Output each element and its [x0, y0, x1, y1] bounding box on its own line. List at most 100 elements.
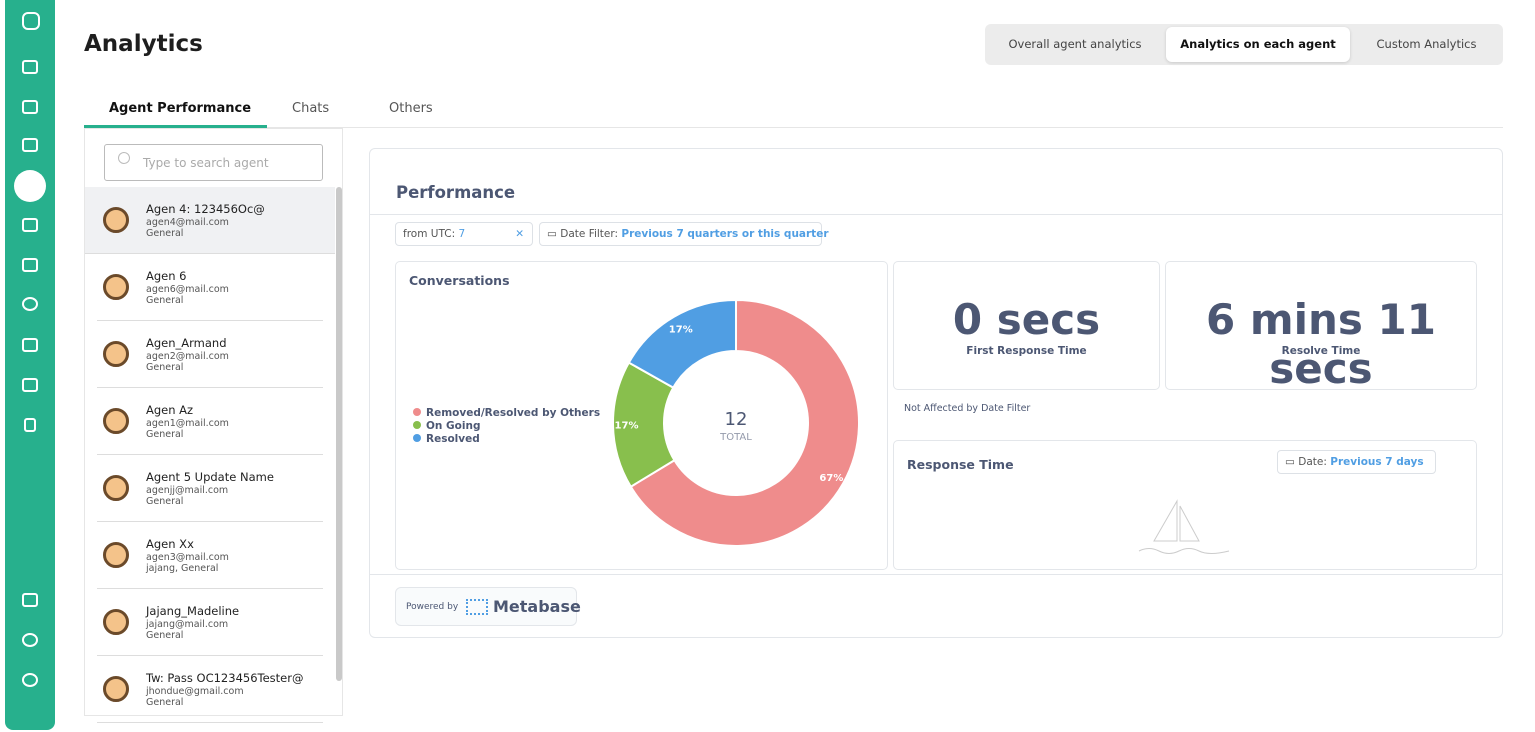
nav-icon[interactable] [22, 673, 38, 687]
nav-icon[interactable] [22, 258, 38, 272]
agent-avatar [103, 542, 129, 568]
legend-label: Resolved [426, 433, 480, 445]
subtab[interactable]: Others [389, 101, 433, 116]
agent-name: Agent 5 Update Name [146, 470, 274, 484]
subtab-underline [84, 125, 267, 128]
sidebar [5, 0, 55, 730]
agent-meta: jhondue@gmail.com General [146, 686, 244, 708]
nav-icon[interactable] [22, 593, 38, 607]
agent-item[interactable]: Jajang_Madeline jajang@mail.com General [97, 589, 323, 656]
tab[interactable]: Overall agent analytics [1008, 37, 1142, 51]
agent-avatar [103, 408, 129, 434]
agent-list [84, 128, 343, 716]
agent-meta: agen6@mail.com General [146, 284, 229, 306]
agent-name: Agen 6 [146, 269, 187, 283]
filter[interactable]: ▭ Date: Previous 7 days [1277, 450, 1436, 474]
subtab-active[interactable]: Agent Performance [109, 101, 252, 116]
filter-label: Date Filter: [560, 228, 619, 240]
filter-label: Date: [1298, 456, 1327, 468]
agent-meta: agenjj@mail.com General [146, 485, 228, 507]
tab[interactable]: Custom Analytics [1376, 37, 1477, 51]
legend-label: Removed/Resolved by Others [426, 407, 600, 419]
donut-chart: 67% Removed/Resolved by Others 17% On Going… [413, 298, 860, 547]
nav-icon[interactable] [22, 218, 38, 232]
agent-meta: agen4@mail.com General [146, 217, 229, 239]
agent-name: Tw: Pass OC123456Tester@ [146, 671, 304, 685]
metric-card: 0 secs First Response Time [893, 261, 1160, 390]
metric-card: 6 mins 11 secs Resolve Time [1165, 261, 1477, 393]
powered-text: Powered by [406, 602, 459, 612]
metric-value: 6 mins 11 secs [1206, 295, 1436, 393]
agent-name: Agen Xx [146, 537, 194, 551]
powered-badge[interactable]: Powered by Metabase [395, 587, 581, 626]
search-placeholder: Type to search agent [143, 156, 269, 170]
search-input[interactable]: Type to search agent [104, 144, 323, 181]
slice-label: 17% [615, 421, 639, 432]
divider [370, 214, 1502, 215]
metabase-logo [466, 599, 488, 615]
dashboard-title: Performance [396, 183, 516, 202]
agent-item[interactable]: Tw: Pass OC123456Tester@ jhondue@gmail.co… [97, 656, 323, 723]
agent-email: agen1@mail.com [146, 418, 229, 429]
nav-icon-active[interactable] [14, 170, 46, 202]
nav-icon[interactable] [22, 60, 38, 74]
agent-group: General [146, 697, 184, 708]
agent-email: agenjj@mail.com [146, 485, 229, 496]
legend-dot [413, 421, 421, 429]
agent-item[interactable]: Agent 5 Update Name agenjj@mail.com Genera… [97, 455, 323, 522]
logo [22, 12, 40, 30]
empty-state-illustration [1138, 499, 1230, 554]
divider [370, 574, 1502, 575]
nav-icon[interactable] [22, 378, 38, 392]
agent-item[interactable]: Agen 4: 123456Oc@ agen4@mail.com General [85, 187, 335, 254]
total-label: TOTAL [719, 432, 752, 443]
agent-group: General [146, 295, 184, 306]
agent-avatar [103, 207, 129, 233]
agent-group: General [146, 630, 184, 641]
metric-value: 0 secs [952, 295, 1101, 344]
agent-email: agen4@mail.com [146, 217, 229, 228]
total-value: 12 [725, 409, 748, 430]
scrollbar[interactable] [336, 187, 342, 681]
legend-dot [413, 408, 421, 416]
agent-meta: agen2@mail.com General [146, 351, 229, 373]
filter[interactable]: from UTC: 7 ✕ [395, 222, 533, 246]
agent-group: General [146, 228, 184, 239]
agent-meta: agen1@mail.com General [146, 418, 229, 440]
metric-label: First Response Time [966, 345, 1087, 357]
agent-group: General [146, 496, 184, 507]
agent-group: General [146, 362, 184, 373]
agent-item[interactable]: Agen 6 agen6@mail.com General [97, 254, 323, 321]
nav-icon[interactable] [24, 418, 36, 432]
agent-avatar [103, 475, 129, 501]
filter[interactable]: ▭ Date Filter: Previous 7 quarters or th… [539, 222, 829, 246]
nav-icon[interactable] [22, 297, 38, 311]
agent-email: agen3@mail.com [146, 552, 229, 563]
agent-name: Agen_Armand [146, 336, 227, 350]
agent-name: Agen 4: 123456Oc@ [146, 202, 265, 216]
agent-email: agen2@mail.com [146, 351, 229, 362]
agent-group: jajang, General [146, 563, 219, 574]
agent-avatar [103, 609, 129, 635]
brand-text: Metabase [493, 597, 581, 616]
agent-group: General [146, 429, 184, 440]
card-title: Conversations [409, 273, 510, 288]
slice-label: 67% [819, 473, 843, 484]
subtab[interactable]: Chats [292, 101, 330, 116]
agent-item[interactable]: Agen Az agen1@mail.com General [97, 388, 323, 455]
slice-label: 17% [669, 324, 693, 335]
dashboard: Performance [369, 148, 1503, 638]
tab-active[interactable]: Analytics on each agent [1166, 27, 1350, 62]
agent-item[interactable]: Agen Xx agen3@mail.com jajang, General [97, 522, 323, 589]
legend-label: On Going [426, 420, 480, 432]
agent-email: agen6@mail.com [146, 284, 229, 295]
agent-name: Jajang_Madeline [146, 604, 240, 618]
filter-label: from UTC: [403, 228, 456, 240]
nav-icon[interactable] [22, 338, 38, 352]
nav-icon[interactable] [22, 138, 38, 152]
nav-icon[interactable] [22, 100, 38, 114]
nav-icon[interactable] [22, 633, 38, 647]
agent-item[interactable]: Agen_Armand agen2@mail.com General [97, 321, 323, 388]
